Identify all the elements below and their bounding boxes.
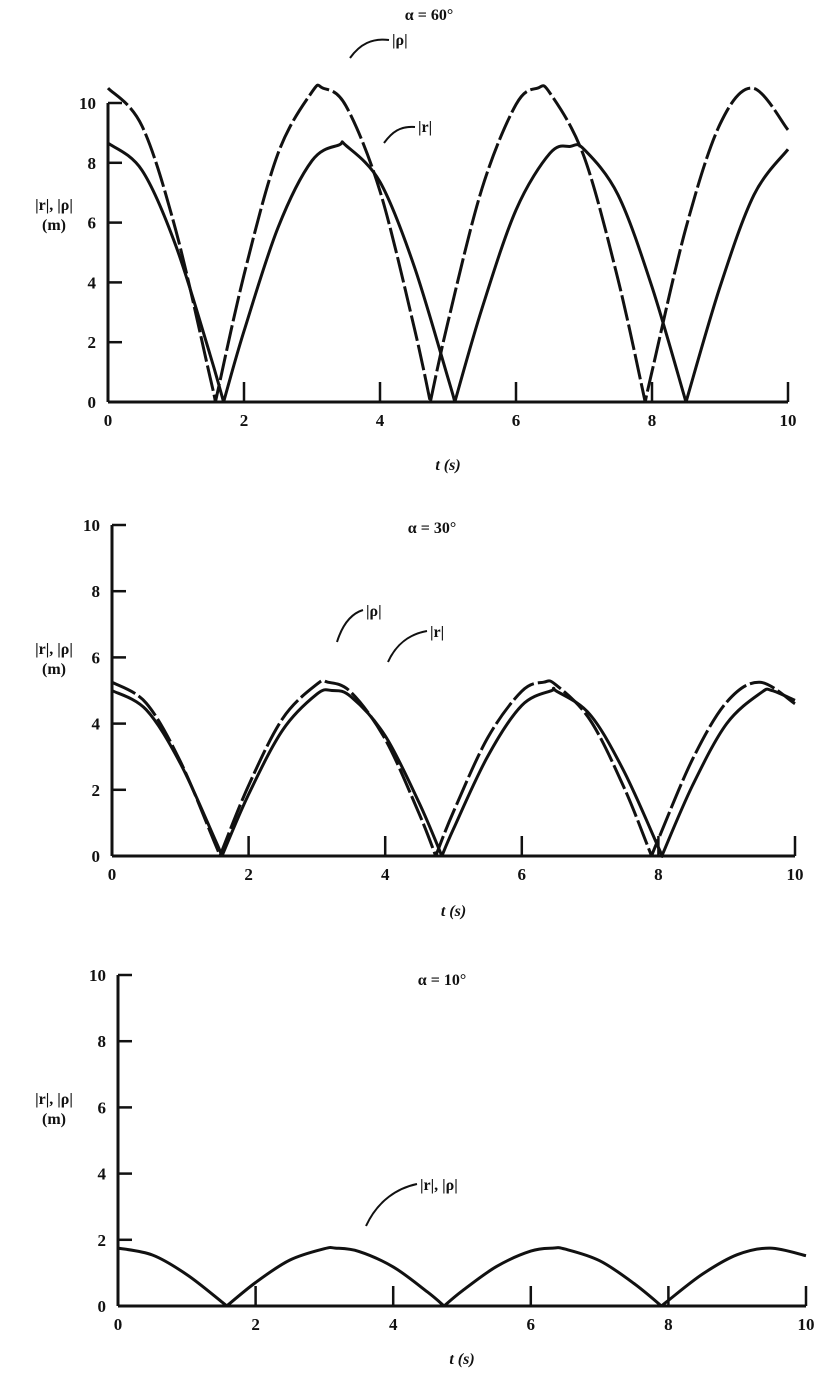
x-tick-label: 8: [664, 1315, 673, 1334]
y-tick-label: 6: [88, 214, 97, 233]
chart-1: α = 60° 0 2 4 6 8 10 0 2 4 6 8 10 |r|, |ρ| (m) t (s) |ρ|…: [35, 7, 796, 474]
y-tick-label: 8: [98, 1032, 107, 1051]
x-tick-label: 0: [108, 865, 117, 884]
annotation-arrow: [387, 630, 428, 663]
y-tick-label: 2: [92, 781, 101, 800]
x-axis-label: t (s): [435, 457, 460, 474]
x-tick-label: 6: [512, 411, 521, 430]
series-line-1: [106, 83, 790, 404]
y-tick-label: 10: [83, 516, 100, 535]
y-tick-label: 4: [88, 273, 97, 292]
x-tick-label: 2: [251, 1315, 260, 1334]
y-tick-label: 2: [98, 1231, 107, 1250]
x-tick-label: 2: [240, 411, 249, 430]
x-tick-label: 8: [654, 865, 663, 884]
x-tick-label: 10: [798, 1315, 815, 1334]
annotation-label: |ρ|: [366, 603, 382, 620]
x-tick-label: 6: [527, 1315, 536, 1334]
y-tick-label: 4: [92, 715, 101, 734]
chart-title: α = 30°: [408, 520, 456, 537]
y-axis-unit: (m): [42, 1111, 66, 1128]
x-axis-label: t (s): [441, 903, 466, 920]
x-tick-label: 10: [787, 865, 804, 884]
y-tick-label: 8: [88, 154, 97, 173]
x-tick-label: 6: [518, 865, 527, 884]
y-axis-unit: (m): [42, 661, 66, 678]
y-tick-label: 0: [92, 847, 101, 866]
y-tick-label: 2: [88, 333, 97, 352]
chart-2: α = 30° 0 2 4 6 8 10 0 2 4 6 8 10 |r|, |ρ| (m) t (s) |ρ|…: [35, 516, 803, 920]
series-line-1: [117, 1246, 807, 1308]
y-tick-label: 4: [98, 1165, 107, 1184]
chart-title: α = 60°: [405, 7, 453, 24]
annotation-label: |r|, |ρ|: [420, 1177, 458, 1194]
x-axis-label: t (s): [449, 1351, 474, 1368]
x-tick-label: 10: [780, 411, 797, 430]
y-tick-label: 8: [92, 582, 101, 601]
annotation-arrow: [365, 1183, 418, 1227]
chart-3: α = 10° 0 2 4 6 8 10 0 2 4 6 8 10 |r|, |ρ| (m) t (s) |r|…: [35, 966, 814, 1368]
x-tick-label: 0: [114, 1315, 123, 1334]
series-line-2: [111, 686, 796, 858]
y-tick-label: 0: [88, 393, 97, 412]
y-axis-label: |r|, |ρ|: [35, 1091, 73, 1108]
x-tick-label: 4: [389, 1315, 398, 1334]
x-tick-label: 4: [376, 411, 385, 430]
series-line-2: [107, 140, 790, 404]
chart-title: α = 10°: [418, 972, 466, 989]
y-axis-label: |r|, |ρ|: [35, 641, 73, 658]
x-tick-label: 0: [104, 411, 113, 430]
annotation-label: |ρ|: [392, 32, 408, 49]
annotation-arrow: [336, 609, 364, 643]
y-tick-label: 10: [79, 94, 96, 113]
x-tick-label: 8: [648, 411, 657, 430]
y-tick-label: 0: [98, 1297, 107, 1316]
y-axis-unit: (m): [42, 217, 66, 234]
series-line-1: [111, 678, 796, 858]
y-tick-label: 10: [89, 966, 106, 985]
annotation-label: |r|: [418, 119, 432, 136]
y-tick-label: 6: [92, 648, 101, 667]
x-tick-label: 2: [244, 865, 253, 884]
annotation-arrow: [349, 38, 390, 59]
annotation-arrow: [383, 125, 416, 144]
y-tick-label: 6: [98, 1098, 107, 1117]
y-axis-label: |r|, |ρ|: [35, 197, 73, 214]
annotation-label: |r|: [430, 624, 444, 641]
x-tick-label: 4: [381, 865, 390, 884]
